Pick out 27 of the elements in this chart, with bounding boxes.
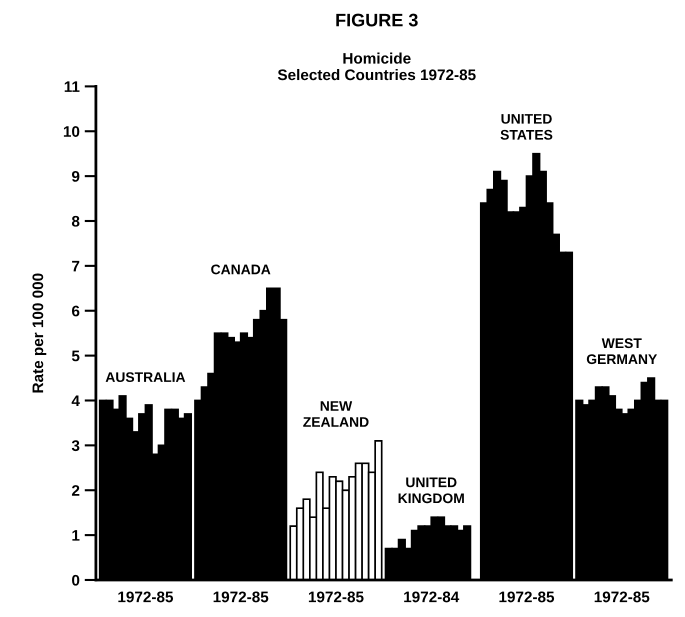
x-tick-label: 1972-85 [214, 591, 268, 602]
x-tick-label: 1972-85 [308, 591, 364, 602]
y-tick-label: 9 [72, 170, 80, 182]
y-tick-label: 1 [72, 530, 80, 541]
annotation: WEST GERMANY [586, 338, 658, 364]
y-tick-label: 5 [72, 350, 80, 362]
annotation: UNITED KINGDOM [398, 478, 464, 504]
x-tick-label: 1972-85 [594, 591, 650, 602]
x-tick-label: 1972-85 [499, 591, 554, 602]
y-tick-label: 11 [64, 81, 80, 92]
y-tick-label: 4 [72, 396, 80, 406]
chart-title: FIGURE 3 [336, 14, 418, 26]
annotation: UNITED STATES [500, 114, 552, 140]
y-tick-label: 6 [72, 306, 80, 316]
y-tick-label: 7 [72, 260, 80, 272]
y-tick-label: 2 [72, 485, 80, 496]
y-tick-label: 10 [64, 126, 80, 137]
y-axis-title: Rate per 100 000 [32, 274, 46, 392]
y-tick-label: 3 [72, 440, 80, 452]
chart-subtitle: Homicide Selected Countries 1972-85 [278, 52, 476, 80]
annotation: AUSTRALIA [106, 372, 186, 382]
x-tick-label: 1972-85 [118, 591, 174, 602]
annotation: NEW ZEALAND [303, 401, 369, 427]
y-tick-label: 8 [72, 216, 80, 227]
annotation: CANADA [211, 264, 270, 274]
x-tick-label: 1972-84 [404, 591, 460, 602]
y-tick-label: 0 [72, 574, 80, 586]
